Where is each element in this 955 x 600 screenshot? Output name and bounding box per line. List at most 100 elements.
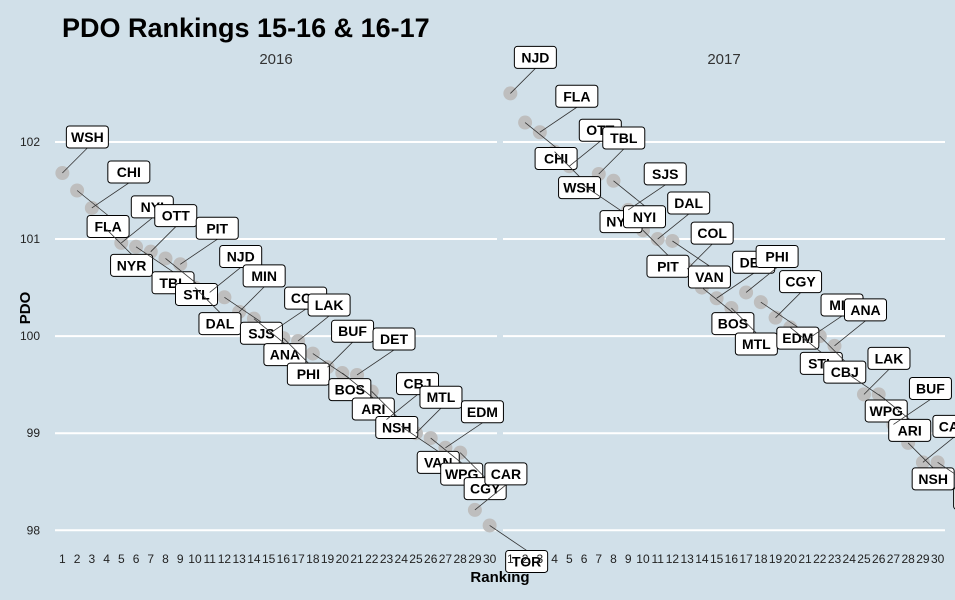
label-connector (613, 180, 645, 207)
team-label-box (513, 45, 557, 69)
label-connector (569, 140, 601, 167)
team-label-box (555, 84, 599, 108)
x-tick-label: 15 (710, 552, 724, 566)
team-label-box (667, 191, 711, 215)
label-connector (701, 287, 734, 313)
x-tick-label: 11 (651, 552, 664, 566)
x-tick-label: 18 (754, 552, 768, 566)
team-label-dal: DAL (674, 195, 703, 211)
team-label-box (375, 415, 419, 439)
label-connector (804, 315, 843, 342)
x-tick-label: 23 (828, 552, 842, 566)
team-label-lak: LAK (875, 350, 904, 366)
label-connector (445, 422, 483, 449)
label-connector (150, 226, 177, 252)
label-connector (342, 372, 374, 399)
x-tick-label: 1 (507, 552, 514, 566)
team-label-box (484, 462, 528, 486)
label-connector (106, 229, 132, 255)
label-connector (283, 337, 309, 364)
team-label-box (372, 327, 416, 351)
team-label-box (755, 244, 799, 268)
team-label-cbj: CBJ (831, 364, 859, 380)
label-connector (775, 292, 801, 318)
x-tick-label: 18 (306, 552, 320, 566)
team-label-box (460, 400, 504, 424)
x-tick-label: 7 (595, 552, 602, 566)
team-label-col: COL (697, 225, 727, 241)
y-axis-title: PDO (17, 291, 34, 324)
team-label-sjs: SJS (248, 325, 274, 341)
team-label-sjs: SJS (652, 166, 678, 182)
label-connector (62, 147, 88, 174)
team-label-box (711, 312, 755, 336)
team-label-box (154, 204, 198, 228)
label-connector (510, 68, 536, 94)
team-label-box (687, 265, 731, 289)
x-tick-label: 2 (74, 552, 81, 566)
x-tick-label: 6 (133, 552, 140, 566)
y-tick-label: 102 (20, 135, 40, 149)
team-label-nyi: NYI (633, 209, 656, 225)
label-connector (937, 462, 955, 475)
team-label-cgy: CGY (785, 274, 816, 290)
team-label-nsh: NSH (918, 471, 948, 487)
x-tick-label: 26 (872, 552, 886, 566)
team-label-box (107, 160, 151, 184)
team-label-box (65, 125, 109, 149)
team-label-box (690, 221, 734, 245)
label-connector (598, 148, 625, 175)
x-tick-label: 29 (916, 552, 930, 566)
team-label-min: MIN (251, 268, 277, 284)
team-label-phi: PHI (765, 248, 788, 264)
team-label-buf: BUF (338, 323, 367, 339)
team-label-edm: EDM (467, 404, 498, 420)
team-label-car: CAR (939, 418, 955, 434)
label-connector (760, 301, 799, 328)
label-connector (628, 184, 666, 211)
team-label-box (908, 376, 952, 400)
x-tick-label: 16 (725, 552, 739, 566)
team-label-box (888, 418, 932, 442)
label-connector (716, 272, 754, 299)
x-tick-label: 22 (813, 552, 827, 566)
x-tick-label: 30 (483, 552, 497, 566)
x-tick-label: 5 (566, 552, 573, 566)
y-tick-label: 100 (20, 329, 40, 343)
label-connector (76, 190, 109, 216)
team-label-van: VAN (695, 269, 724, 285)
labels-layer: WSHFLACHINYRNYITBLOTTSTLPITDALNJDSJSMINA… (62, 125, 549, 573)
team-label-phi: PHI (297, 366, 320, 382)
team-label-wpg: WPG (870, 403, 904, 419)
team-label-box (286, 362, 330, 386)
label-connector (878, 394, 910, 420)
x-tick-label: 4 (551, 552, 558, 566)
team-label-box (844, 298, 887, 322)
label-connector (430, 437, 462, 464)
x-tick-label: 15 (262, 552, 276, 566)
team-label-wsh: WSH (71, 129, 104, 145)
team-label-buf: BUF (916, 380, 945, 396)
team-label-ari: ARI (898, 422, 922, 438)
x-tick-label: 25 (857, 552, 871, 566)
label-connector (194, 287, 221, 313)
x-tick-label: 27 (439, 552, 453, 566)
label-connector (268, 308, 306, 335)
x-tick-label: 11 (203, 552, 216, 566)
x-tick-label: 30 (931, 552, 945, 566)
labels-layer: NJDCHIFLAWSHOTTNYRTBLNYISJSPITDALVANCOLB… (510, 45, 955, 510)
team-label-bos: BOS (335, 382, 365, 398)
team-label-nsh: NSH (382, 419, 412, 435)
x-tick-label: 5 (118, 552, 125, 566)
team-label-ana: ANA (850, 302, 880, 318)
team-label-njd: NJD (227, 248, 255, 264)
team-label-box (558, 176, 602, 200)
data-point-chi (518, 115, 533, 130)
team-label-wsh: WSH (563, 180, 596, 196)
x-tick-label: 24 (395, 552, 409, 566)
label-connector (539, 106, 578, 133)
team-label-car: CAR (491, 466, 521, 482)
label-connector (135, 246, 174, 273)
